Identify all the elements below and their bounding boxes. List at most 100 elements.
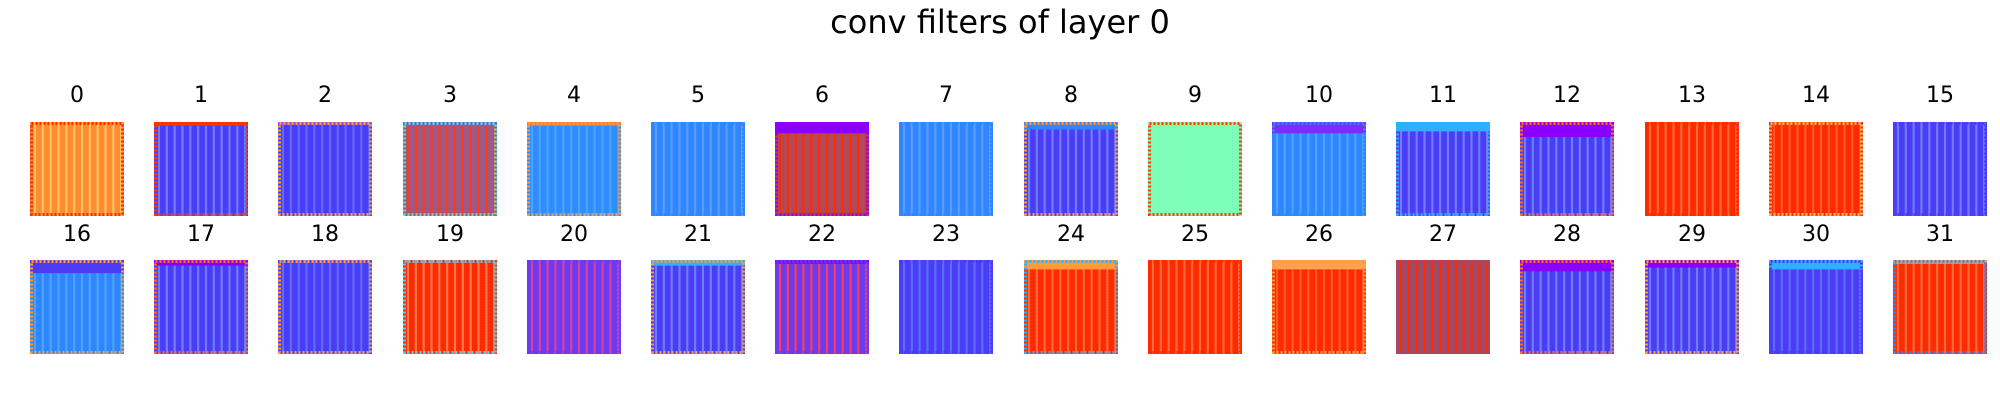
heatmap-edge [278,260,372,354]
heatmap-stripe [1198,260,1202,354]
heatmap-stripe [165,260,168,354]
heatmap-stripe [1307,122,1310,216]
heatmap-stripe [1780,260,1783,354]
heatmap-stripe [1555,122,1558,216]
heatmap-stripe [328,122,332,216]
heatmap-stripe [1594,260,1597,354]
heatmap-stripe [1796,260,1799,354]
heatmap-stripe [1090,260,1093,354]
heatmap-edge [1396,122,1490,216]
filter-heatmap [1893,260,1987,354]
heatmap-top-band [1272,122,1366,134]
heatmap-stripe [1067,260,1070,354]
heatmap-stripe [485,122,488,216]
heatmap-stripe [654,122,658,216]
heatmap-stripe [701,122,705,216]
heatmap-top-band [1396,122,1490,132]
filter-heatmap [1148,122,1242,216]
heatmap-stripe [1578,260,1581,354]
filter-label: 25 [1181,222,1209,247]
heatmap-stripe [1159,122,1162,216]
heatmap-stripe [794,122,797,216]
heatmap-stripe [422,260,425,354]
heatmap-stripe [406,260,410,354]
heatmap-stripe [778,122,782,216]
heatmap-stripe [1594,122,1597,216]
heatmap-stripe [1330,260,1333,354]
heatmap-stripe [281,260,285,354]
filter-heatmap [1148,260,1242,354]
heatmap-stripe [157,122,161,216]
heatmap-stripe [1586,122,1589,216]
filter-heatmap [527,122,621,216]
heatmap-stripe [313,260,316,354]
heatmap-stripe [1082,260,1085,354]
filter-heatmap [899,260,993,354]
filter-label: 23 [932,222,960,247]
heatmap-base [1396,122,1490,216]
heatmap-stripe [1051,122,1054,216]
heatmap-stripe [430,260,433,354]
heatmap-stripe [1090,122,1093,216]
heatmap-stripe [802,122,805,216]
filter-heatmap [1024,122,1118,216]
filter-label: 15 [1926,83,1954,108]
heatmap-stripe [1151,260,1155,354]
filter-heatmap [154,260,248,354]
heatmap-stripe [1415,260,1418,354]
heatmap-stripe [422,122,425,216]
heatmap-stripe [1943,122,1947,216]
heatmap-edge [1893,122,1987,216]
heatmap-base [527,122,621,216]
heatmap-stripe [841,122,844,216]
heatmap-stripe [1315,122,1318,216]
heatmap-stripe [1904,260,1907,354]
heatmap-stripe [1951,122,1954,216]
heatmap-stripe [1415,122,1418,216]
heatmap-stripe [289,260,292,354]
heatmap-stripe [1967,260,1970,354]
heatmap-stripe [849,260,852,354]
heatmap-base [775,122,869,216]
heatmap-stripe [438,260,441,354]
heatmap-stripe [73,122,76,216]
heatmap-base [1148,122,1242,216]
heatmap-stripe [926,260,929,354]
heatmap-stripe [477,122,480,216]
heatmap-stripe [1027,122,1031,216]
heatmap-stripe [1470,260,1473,354]
heatmap-stripe [1904,122,1907,216]
heatmap-stripe [593,260,596,354]
heatmap-stripe [33,260,37,354]
heatmap-stripe [212,122,215,216]
heatmap-stripe [1322,260,1326,354]
heatmap-stripe [833,260,836,354]
heatmap-stripe [733,260,736,354]
heatmap-stripe [1695,260,1699,354]
heatmap-edge [30,122,124,216]
heatmap-stripe [1214,122,1217,216]
heatmap-edge [1645,122,1739,216]
heatmap-stripe [725,260,728,354]
heatmap-stripe [1106,122,1109,216]
heatmap-stripe [678,122,681,216]
heatmap-base [775,260,869,354]
heatmap-stripe [833,122,836,216]
heatmap-stripe [1680,122,1683,216]
heatmap-stripe [1299,122,1302,216]
heatmap-stripe [1827,260,1830,354]
heatmap-stripe [1711,260,1714,354]
heatmap-base [651,260,745,354]
heatmap-stripe [1835,260,1838,354]
filter-label: 5 [691,83,705,108]
heatmap-stripe [654,260,658,354]
heatmap-stripe [297,260,300,354]
heatmap-stripe [1602,122,1605,216]
heatmap-edge [527,260,621,354]
heatmap-edge [775,122,869,216]
heatmap-stripe [1431,260,1434,354]
heatmap-stripe [414,260,417,354]
heatmap-base [1024,122,1118,216]
heatmap-stripe [1570,122,1574,216]
filter-heatmap [651,260,745,354]
